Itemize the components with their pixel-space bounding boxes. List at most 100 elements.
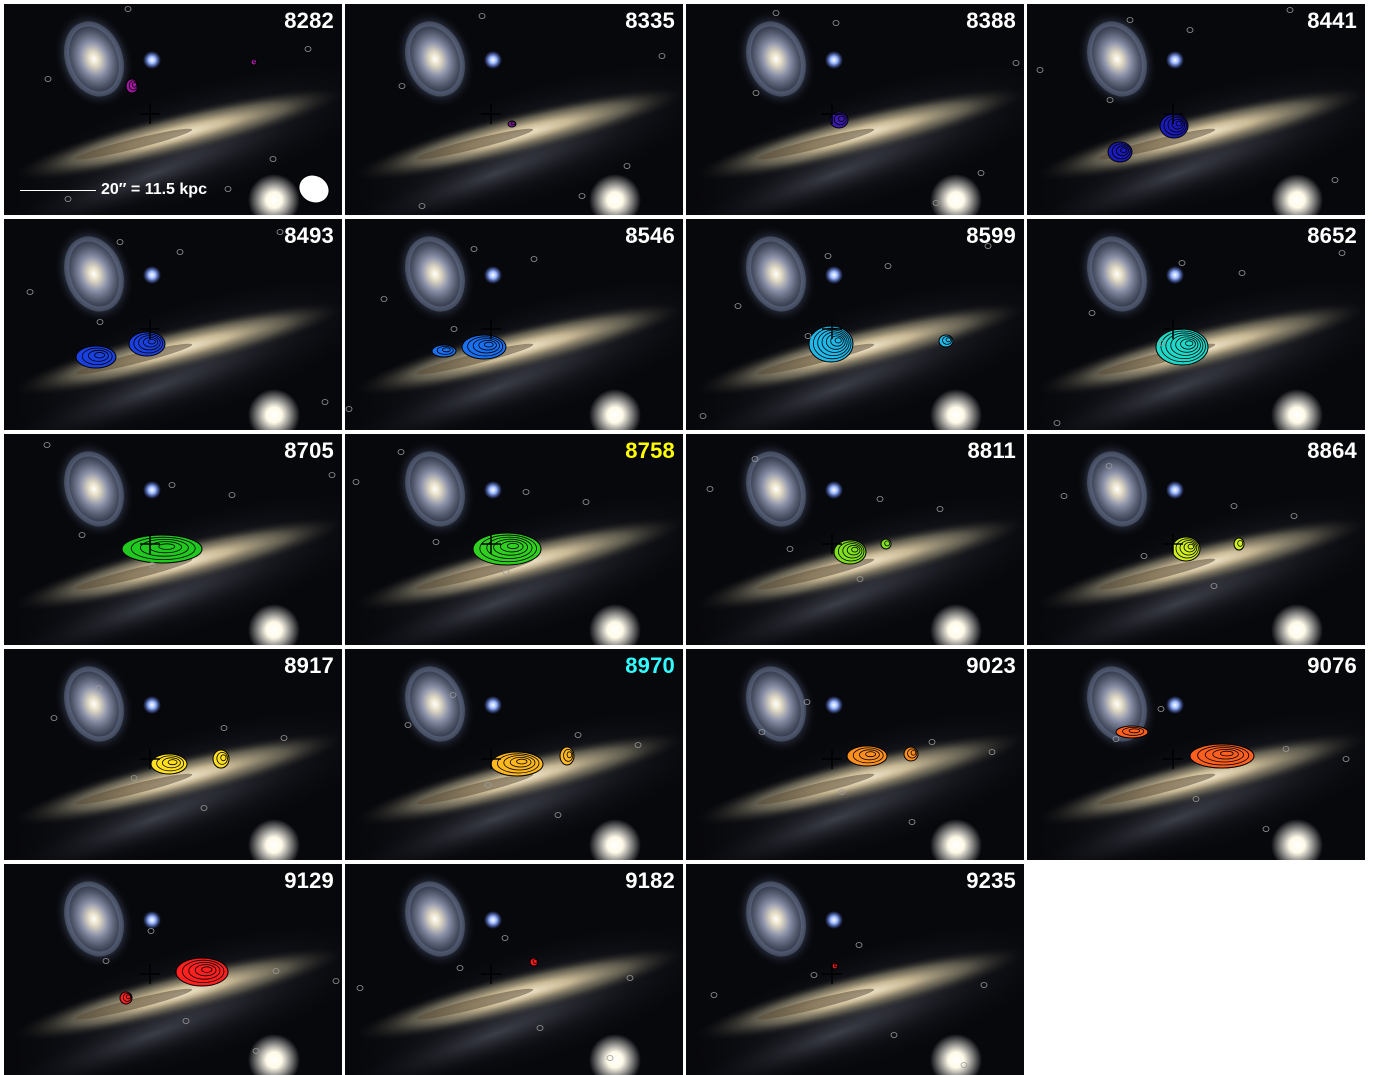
emission-contour: [472, 532, 542, 566]
emission-contour: [1107, 141, 1133, 163]
noise-contour: [1178, 260, 1186, 266]
noise-contour: [824, 253, 832, 259]
noise-contour: [1192, 796, 1200, 802]
channel-panel: 8335: [345, 4, 683, 215]
velocity-label: 8811: [967, 438, 1016, 463]
channel-panel: 8917: [4, 649, 342, 860]
emission-contour: [1155, 328, 1209, 366]
galaxy-image: [4, 649, 342, 860]
noise-contour: [977, 170, 985, 176]
noise-contour: [418, 203, 426, 209]
galaxy-image: [4, 434, 342, 645]
noise-contour: [1158, 340, 1166, 346]
noise-contour: [1036, 67, 1044, 73]
galaxy-image: [686, 864, 1024, 1075]
velocity-label: 8864: [1307, 438, 1357, 463]
noise-contour: [634, 742, 642, 748]
galaxy-image: [1027, 649, 1365, 860]
velocity-label: 8441: [1307, 8, 1357, 33]
noise-contour: [751, 456, 759, 462]
channel-panel: 8758: [345, 434, 683, 645]
noise-contour: [855, 942, 863, 948]
galaxy-image: [345, 219, 683, 430]
noise-contour: [398, 83, 406, 89]
galaxy-image: [4, 219, 342, 430]
emission-contour: [1189, 743, 1255, 769]
velocity-label: 8546: [625, 223, 675, 248]
galaxy-image: [4, 4, 342, 215]
noise-contour: [450, 326, 458, 332]
channel-panel: 8493: [4, 219, 342, 430]
galaxy-image: [345, 864, 683, 1075]
emission-contour: [938, 334, 954, 348]
channel-panel: 9023: [686, 649, 1024, 860]
noise-contour: [988, 749, 996, 755]
center-cross-marker: [481, 104, 501, 124]
noise-contour: [908, 819, 916, 825]
noise-contour: [623, 163, 631, 169]
galaxy-image: [686, 4, 1024, 215]
noise-contour: [1342, 756, 1350, 762]
noise-contour: [501, 935, 509, 941]
velocity-label: 8282: [284, 8, 334, 33]
noise-contour: [626, 975, 634, 981]
noise-contour: [102, 958, 110, 964]
velocity-label: 8758: [625, 438, 675, 463]
velocity-label: 8493: [284, 223, 334, 248]
center-cross-marker: [140, 534, 160, 554]
noise-contour: [404, 722, 412, 728]
noise-contour: [280, 735, 288, 741]
center-cross-marker: [140, 319, 160, 339]
center-cross-marker: [1163, 319, 1183, 339]
galaxy-image: [1027, 434, 1365, 645]
emission-contour: [461, 334, 507, 360]
noise-contour: [1290, 513, 1298, 519]
noise-contour: [95, 685, 103, 691]
noise-contour: [1105, 463, 1113, 469]
noise-contour: [252, 1048, 260, 1054]
emission-contour: [831, 962, 839, 970]
channel-panel: 9235: [686, 864, 1024, 1075]
noise-contour: [1053, 420, 1061, 426]
noise-contour: [96, 319, 104, 325]
noise-contour: [554, 812, 562, 818]
emission-contour: [125, 78, 139, 94]
velocity-label: 8705: [284, 438, 334, 463]
emission-contour: [903, 746, 919, 762]
noise-contour: [1088, 310, 1096, 316]
noise-contour: [276, 229, 284, 235]
emission-contour: [490, 751, 544, 777]
noise-contour: [182, 1018, 190, 1024]
noise-contour: [984, 243, 992, 249]
center-cross-marker: [822, 104, 842, 124]
channel-panel: 8282 20″ = 11.5 kpc: [4, 4, 342, 215]
noise-contour: [456, 965, 464, 971]
noise-contour: [352, 479, 360, 485]
emission-contour: [175, 957, 229, 987]
emission-contour: [1233, 537, 1245, 551]
center-cross-marker: [481, 749, 501, 769]
noise-contour: [1238, 270, 1246, 276]
noise-contour: [772, 10, 780, 16]
noise-contour: [699, 413, 707, 419]
center-cross-marker: [822, 964, 842, 984]
noise-contour: [1060, 493, 1068, 499]
emission-contour: [75, 345, 117, 369]
emission-contour: [1171, 536, 1201, 562]
center-cross-marker: [822, 534, 842, 554]
noise-contour: [578, 193, 586, 199]
center-cross-marker: [822, 319, 842, 339]
noise-contour: [1262, 826, 1270, 832]
noise-contour: [856, 576, 864, 582]
velocity-label: 9023: [966, 653, 1016, 678]
noise-contour: [574, 732, 582, 738]
noise-contour: [176, 249, 184, 255]
channel-panel: 9129: [4, 864, 342, 1075]
velocity-label: 9182: [625, 868, 675, 893]
noise-contour: [321, 399, 329, 405]
noise-contour: [838, 789, 846, 795]
emission-contour: [1159, 113, 1189, 139]
noise-contour: [224, 186, 232, 192]
noise-contour: [168, 482, 176, 488]
center-cross-marker: [140, 104, 160, 124]
